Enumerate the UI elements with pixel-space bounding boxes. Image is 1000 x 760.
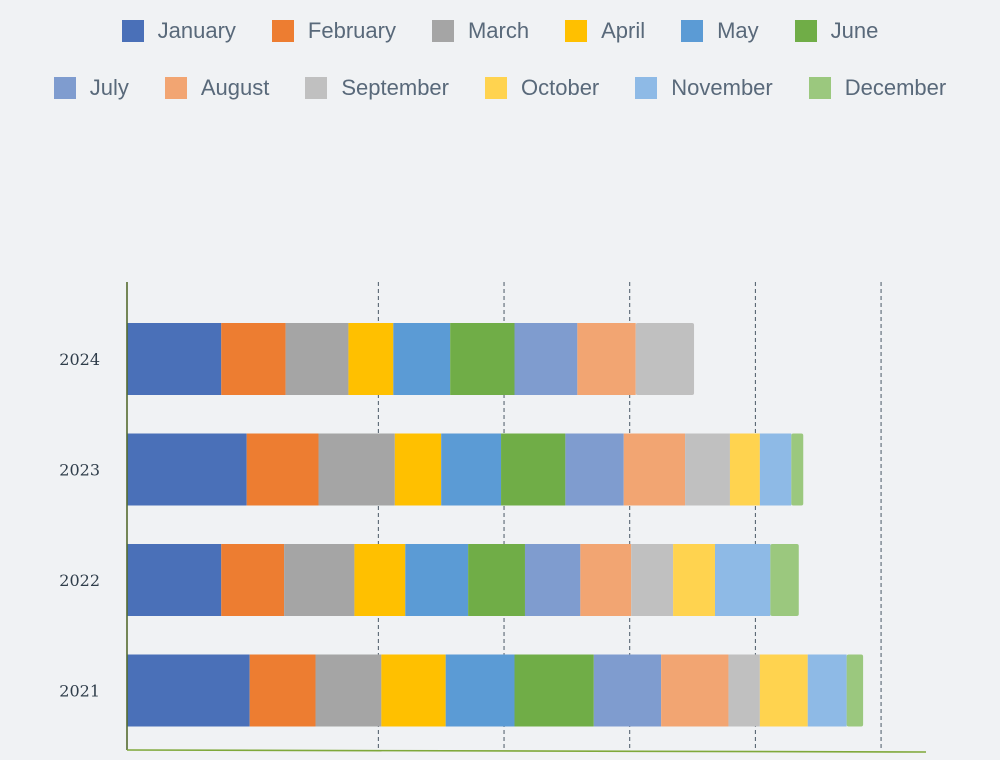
legend-label: October — [521, 75, 600, 100]
bar-segment — [127, 654, 250, 727]
bar-segment — [249, 654, 316, 727]
y-tick-label: 2023 — [59, 461, 100, 480]
bar-segment — [729, 433, 760, 506]
bar-segment — [441, 433, 502, 506]
bar-segment — [221, 323, 286, 395]
bar-segment — [514, 654, 594, 727]
bar-segment — [791, 433, 804, 506]
bar-segment — [127, 323, 222, 395]
bar-segment — [315, 654, 382, 727]
legend-item: March — [431, 18, 530, 44]
legend-item: October — [485, 75, 599, 101]
bar-segment — [127, 433, 247, 506]
bar-segment — [685, 433, 730, 506]
legend: January February March April May June July Aug… — [0, 0, 1000, 120]
bar-segment — [565, 433, 624, 506]
bar-segment — [714, 544, 771, 616]
legend-row: January February March April May June — [0, 18, 1000, 44]
bar-segment — [580, 544, 632, 616]
y-tick-label: 2022 — [59, 571, 100, 590]
bar-segment — [673, 544, 715, 616]
bar-segment — [759, 433, 792, 506]
legend-swatch — [808, 77, 831, 99]
bar-segment — [514, 323, 578, 395]
bar-segment — [405, 544, 469, 616]
bar-segment — [381, 654, 446, 727]
legend-swatch — [271, 20, 294, 42]
legend-label: June — [830, 18, 879, 43]
legend-item: June — [794, 18, 879, 44]
legend-item: November — [635, 75, 773, 101]
legend-item: April — [565, 18, 645, 44]
bar-segment — [468, 544, 525, 616]
bar-segment — [318, 433, 395, 506]
legend-swatch — [635, 77, 658, 99]
legend-swatch — [565, 20, 588, 42]
legend-item: December — [808, 75, 947, 101]
bar-segment — [728, 654, 760, 727]
legend-swatch — [681, 20, 704, 42]
bar-segment — [354, 544, 406, 616]
bar-segment — [394, 433, 442, 506]
legend-item: January — [121, 18, 236, 44]
bar-segment — [593, 654, 662, 727]
legend-swatch — [305, 77, 328, 99]
legend-swatch — [431, 20, 454, 42]
bar-segment — [524, 544, 581, 616]
bar-segment — [807, 654, 847, 727]
y-tick-label: 2021 — [59, 682, 100, 701]
bar-segment — [284, 544, 355, 616]
legend-label: January — [157, 18, 236, 43]
legend-item: July — [53, 75, 129, 101]
legend-label: February — [307, 18, 396, 43]
legend-label: July — [89, 75, 129, 100]
bar-segment — [246, 433, 319, 506]
bar-segment — [623, 433, 686, 506]
bar-segment — [635, 323, 695, 395]
legend-item: February — [271, 18, 396, 44]
bar-segment — [285, 323, 349, 395]
legend-swatch — [794, 20, 817, 42]
bar-segments — [127, 323, 864, 727]
legend-swatch — [485, 77, 507, 99]
y-tick-label: 2024 — [59, 350, 100, 369]
legend-label: May — [717, 18, 759, 43]
legend-label: September — [341, 75, 449, 100]
y-tick-labels: 2024 2023 2022 2021 — [59, 350, 100, 701]
legend-label: December — [844, 75, 947, 100]
bar-segment — [393, 323, 451, 395]
bar-segment — [501, 433, 566, 506]
legend-swatch — [164, 77, 187, 99]
bar-segment — [127, 544, 222, 616]
legend-label: April — [601, 18, 646, 43]
legend-swatch — [121, 20, 144, 42]
bar-segment — [661, 654, 729, 727]
bar-segment — [348, 323, 394, 395]
bar-segment — [450, 323, 515, 395]
legend-row: July August September October November Decemb… — [0, 75, 1000, 101]
legend-swatch — [53, 77, 76, 99]
legend-item: August — [164, 75, 270, 101]
axes — [126, 282, 927, 753]
legend-item: September — [305, 75, 449, 101]
bar-segment — [445, 654, 515, 727]
bar-segment — [846, 654, 864, 727]
legend-label: March — [467, 18, 530, 43]
legend-label: August — [200, 75, 270, 100]
legend-label: November — [671, 75, 773, 100]
bar-segment — [221, 544, 285, 616]
bar-segment — [770, 544, 799, 616]
bar-segment — [577, 323, 636, 395]
bar-segment — [631, 544, 674, 616]
bar-segment — [759, 654, 808, 727]
x-axis-line — [126, 749, 927, 753]
legend-item: May — [681, 18, 759, 44]
